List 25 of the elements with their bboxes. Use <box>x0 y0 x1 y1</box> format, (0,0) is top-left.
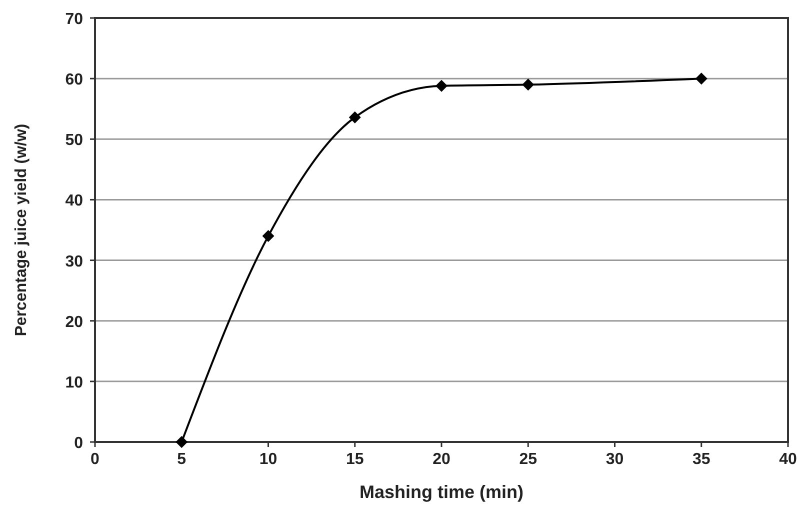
y-tick-label: 20 <box>65 314 84 331</box>
x-tick-label: 30 <box>606 451 624 468</box>
x-tick-label: 35 <box>692 451 710 468</box>
y-axis-title: Percentage juice yield (w/w) <box>13 124 30 336</box>
point <box>522 78 534 91</box>
x-tick-label: 5 <box>177 451 186 468</box>
point <box>436 80 448 92</box>
point <box>348 111 361 124</box>
x-tick-label: 0 <box>90 451 100 468</box>
x-tick-label: 20 <box>432 451 450 468</box>
y-tick-label: 0 <box>74 435 84 452</box>
x-tick-label: 25 <box>519 451 538 468</box>
point <box>695 72 708 85</box>
x-tick-label: 15 <box>346 451 364 468</box>
y-tick-label: 30 <box>65 253 84 270</box>
y-tick-label: 70 <box>65 11 84 28</box>
x-axis-title: Mashing time (min) <box>359 482 524 502</box>
x-tick-label: 40 <box>779 451 797 468</box>
point <box>176 436 188 448</box>
x-tick-label: 10 <box>259 451 278 468</box>
point <box>262 230 274 242</box>
y-tick-label: 60 <box>65 72 84 89</box>
y-tick-label: 40 <box>65 192 84 210</box>
y-tick-label: 50 <box>65 132 84 150</box>
y-tick-label: 10 <box>65 374 84 392</box>
